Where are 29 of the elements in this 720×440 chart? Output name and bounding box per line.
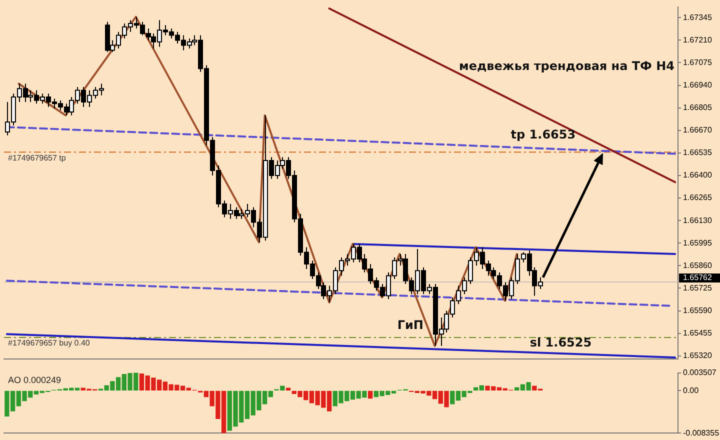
y-tick-label: 1.65860	[683, 260, 712, 270]
chart-title: AO 0.000249	[8, 374, 62, 385]
y-tick-label: 0.00	[683, 386, 700, 395]
y-tick-label: 1.65995	[683, 238, 712, 248]
y-tick-label: 1.66400	[683, 170, 712, 180]
y-tick-label: 1.67075	[683, 58, 712, 67]
ref-line-label: 1.65762	[683, 273, 712, 282]
bar	[286, 388, 291, 390]
y-tick-label: 1.65455	[683, 328, 712, 338]
y-tick-label: 1.66805	[683, 103, 712, 112]
y-tick-label: 1.66535	[683, 148, 712, 158]
y-tick-label: 1.65590	[683, 306, 712, 315]
annotation: ГиП	[397, 318, 424, 332]
annotation: медвежья трендовая на ТФ H4	[459, 58, 675, 73]
y-tick-label: 1.66670	[683, 126, 712, 135]
bar	[368, 390, 373, 399]
y-tick-label: 1.66940	[683, 80, 712, 90]
y-tick-label: 1.65725	[683, 283, 712, 292]
y-tick-label: 0.003507	[683, 368, 717, 378]
y-tick-label: 1.67210	[683, 35, 712, 44]
ref-line-label: #1749679657 tp	[8, 153, 66, 162]
y-tick-label: -0.008355	[683, 428, 720, 438]
ref-line-label: #1749679657 buy 0.40	[8, 338, 90, 348]
y-tick-label: 1.65320	[683, 351, 712, 360]
y-tick-label: 1.66130	[683, 216, 712, 225]
annotation: tp 1.6653	[510, 128, 576, 142]
annotation: sl 1.6525	[530, 335, 592, 350]
y-tick-label: 1.66265	[683, 193, 712, 202]
y-tick-label: 1.67345	[683, 12, 712, 22]
